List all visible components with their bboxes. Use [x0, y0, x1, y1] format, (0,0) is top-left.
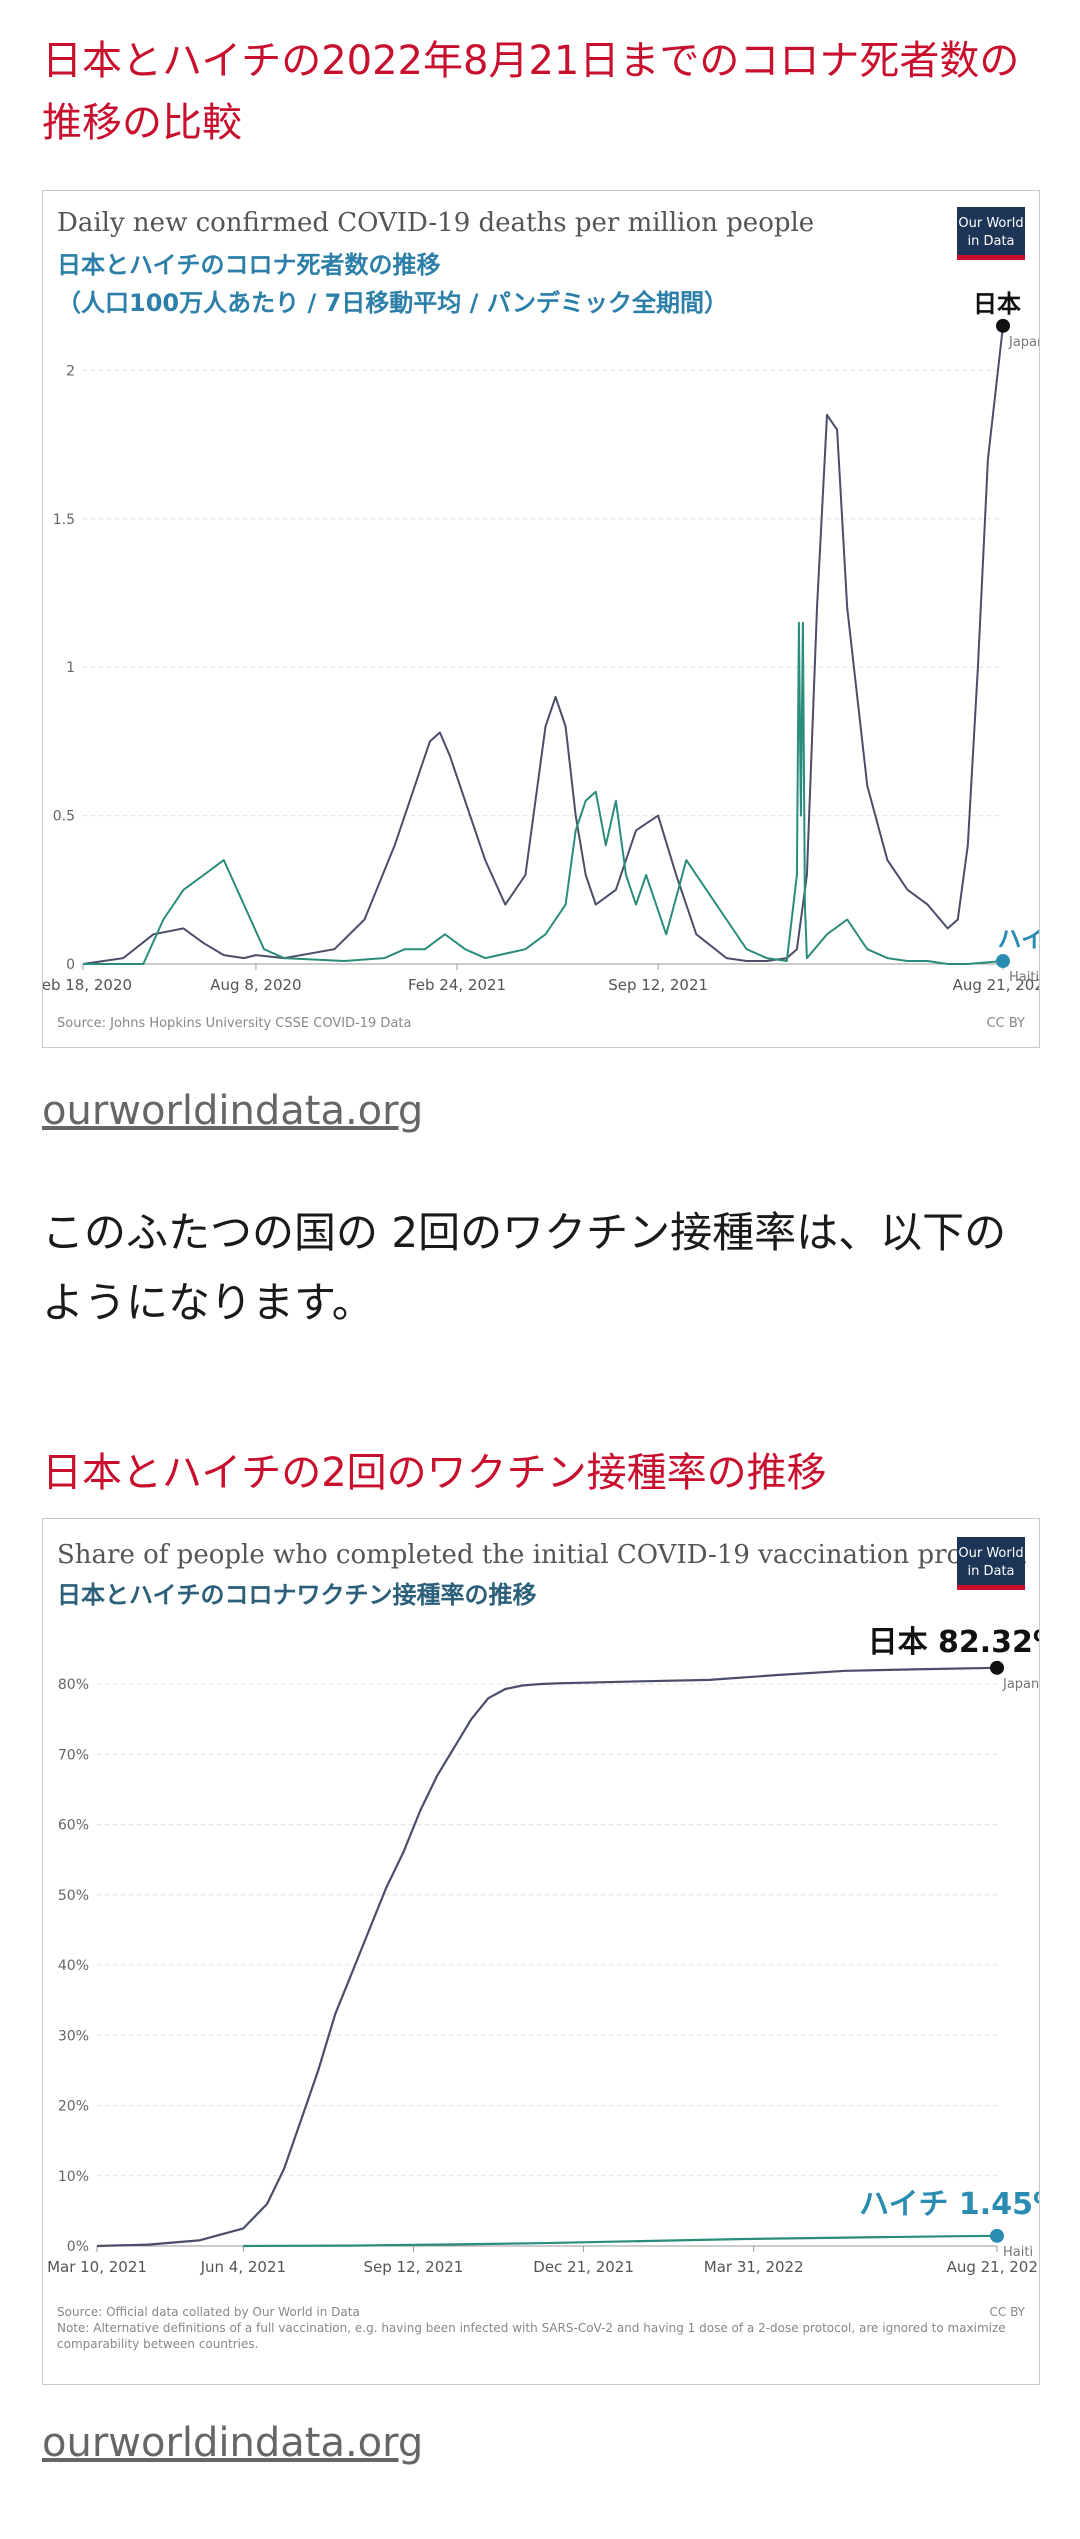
deaths-chart-frame: Daily new confirmed COVID-19 deaths per …: [42, 190, 1040, 1048]
owid-logo[interactable]: Our World in Data: [957, 1537, 1025, 1590]
source-link-2[interactable]: ourworldindata.org: [42, 2420, 424, 2466]
series-lines: [82, 318, 1010, 969]
series-line-haiti: [243, 2234, 998, 2248]
x-tick-label: Aug 21, 2022: [947, 2258, 1039, 2276]
chart-license[interactable]: CC BY: [987, 1016, 1025, 1031]
deaths-chart: Daily new confirmed COVID-19 deaths per …: [43, 207, 1039, 1031]
section-heading-vaccination: 日本とハイチの2回のワクチン接種率の推移: [42, 1450, 827, 1496]
vaccination-chart: Share of people who completed the initia…: [47, 1537, 1039, 2351]
x-tick-label: Feb 24, 2021: [408, 976, 506, 994]
y-tick-label: 60%: [58, 1818, 89, 1834]
y-tick-label: 30%: [58, 2028, 89, 2044]
series-label-haiti: ハイチ 1.45%: [859, 2187, 1039, 2222]
series-name-japan: Japan: [1002, 1677, 1039, 1692]
body-paragraph: このふたつの国の 2回のワクチン接種率は、以下のようになります。: [42, 1208, 1007, 1327]
series-endpoint-japan[interactable]: [996, 318, 1010, 333]
series-label-japan: 日本 82.32%: [868, 1625, 1039, 1660]
x-tick-label: Sep 12, 2021: [608, 976, 708, 994]
y-tick-labels: 0 0.5 1 1.5 2: [53, 363, 75, 973]
y-tick-label: 0.5: [53, 809, 75, 825]
series-line-japan: [96, 1666, 998, 2248]
y-tick-label: 50%: [58, 1888, 89, 1904]
series-label-haiti: ハイチ: [997, 925, 1039, 953]
y-tick-label: 1.5: [53, 512, 75, 528]
source-link-1[interactable]: ourworldindata.org: [42, 1088, 424, 1134]
owid-logo-line2: in Data: [967, 234, 1014, 249]
chart-source[interactable]: Source: Johns Hopkins University CSSE CO…: [57, 1016, 411, 1031]
chart-source[interactable]: Source: Official data collated by Our Wo…: [57, 2305, 360, 2319]
x-tick-label: Aug 21, 2022: [953, 976, 1039, 994]
chart-subtitle: 日本とハイチのコロナワクチン接種率の推移: [57, 1581, 537, 1609]
x-tick-label: Dec 21, 2021: [533, 2258, 634, 2276]
y-tick-label: 20%: [58, 2099, 89, 2115]
chart-note-wrap: Note: Alternative definitions of a full …: [57, 2321, 1006, 2351]
series-line-haiti: [83, 621, 1004, 965]
vaccination-chart-frame: Share of people who completed the initia…: [42, 1518, 1040, 2385]
owid-logo-line1: Our World: [958, 216, 1023, 231]
x-tick-labels: Feb 18, 2020 Aug 8, 2020 Feb 24, 2021 Sep 1…: [43, 964, 1039, 994]
series-name-haiti: Haiti: [1009, 970, 1039, 985]
y-tick-label: 2: [66, 363, 75, 379]
series-name-haiti: Haiti: [1003, 2245, 1033, 2260]
y-tick-label: 40%: [58, 1958, 89, 1974]
chart-title: Daily new confirmed COVID-19 deaths per …: [57, 208, 814, 238]
series-endpoint-haiti[interactable]: [990, 2228, 1004, 2243]
y-tick-labels: 0% 10% 20% 30% 40% 50% 60% 70% 80%: [58, 1677, 89, 2255]
y-tick-label: 0%: [67, 2239, 89, 2255]
y-tick-label: 1: [66, 660, 75, 676]
y-tick-label: 80%: [58, 1677, 89, 1693]
series-label-japan: 日本: [973, 290, 1021, 318]
section-heading-deaths: 日本とハイチの2022年8月21日までのコロナ死者数の推移の比較: [42, 38, 1020, 146]
x-tick-label: Jun 4, 2021: [200, 2258, 286, 2276]
owid-logo-line1: Our World: [958, 1546, 1023, 1561]
x-tick-label: Mar 31, 2022: [704, 2258, 804, 2276]
x-tick-labels: Mar 10, 2021 Jun 4, 2021 Sep 12, 2021 Dec 2…: [47, 2246, 1039, 2276]
series-line-japan: [82, 325, 1004, 965]
y-tick-label: 70%: [58, 1747, 89, 1763]
y-gridlines: [97, 1683, 997, 2247]
series-name-japan: Japan: [1008, 335, 1039, 350]
y-gridlines: [83, 369, 1003, 965]
chart-note: Note: Alternative definitions of a full …: [57, 2321, 1006, 2351]
x-tick-label: Mar 10, 2021: [47, 2258, 147, 2276]
series-endpoint-japan[interactable]: [990, 1660, 1004, 1675]
chart-title: Share of people who completed the initia…: [57, 1540, 1027, 1570]
x-tick-label: Sep 12, 2021: [364, 2258, 464, 2276]
x-tick-label: Aug 8, 2020: [210, 976, 301, 994]
owid-logo-line2: in Data: [967, 1564, 1014, 1579]
x-tick-label: Feb 18, 2020: [43, 976, 132, 994]
y-tick-label: 10%: [58, 2169, 89, 2185]
chart-subtitle-2: （人口100万人あたり / 7日移動平均 / パンデミック全期間）: [57, 289, 728, 317]
owid-logo[interactable]: Our World in Data: [957, 207, 1025, 260]
series-lines: [96, 1660, 1004, 2248]
chart-license[interactable]: CC BY: [990, 2305, 1026, 2319]
chart-subtitle: 日本とハイチのコロナ死者数の推移: [57, 251, 441, 279]
y-tick-label: 0: [66, 957, 75, 973]
series-endpoint-haiti[interactable]: [996, 954, 1010, 969]
